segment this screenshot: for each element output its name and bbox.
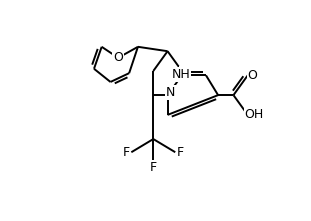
Text: N: N [180, 67, 190, 80]
Text: N: N [166, 86, 176, 99]
Text: O: O [113, 51, 123, 64]
Text: NH: NH [171, 68, 190, 81]
Text: F: F [122, 146, 129, 159]
Text: F: F [177, 146, 184, 159]
Text: F: F [150, 161, 157, 174]
Text: OH: OH [245, 108, 264, 121]
Text: O: O [248, 69, 258, 82]
